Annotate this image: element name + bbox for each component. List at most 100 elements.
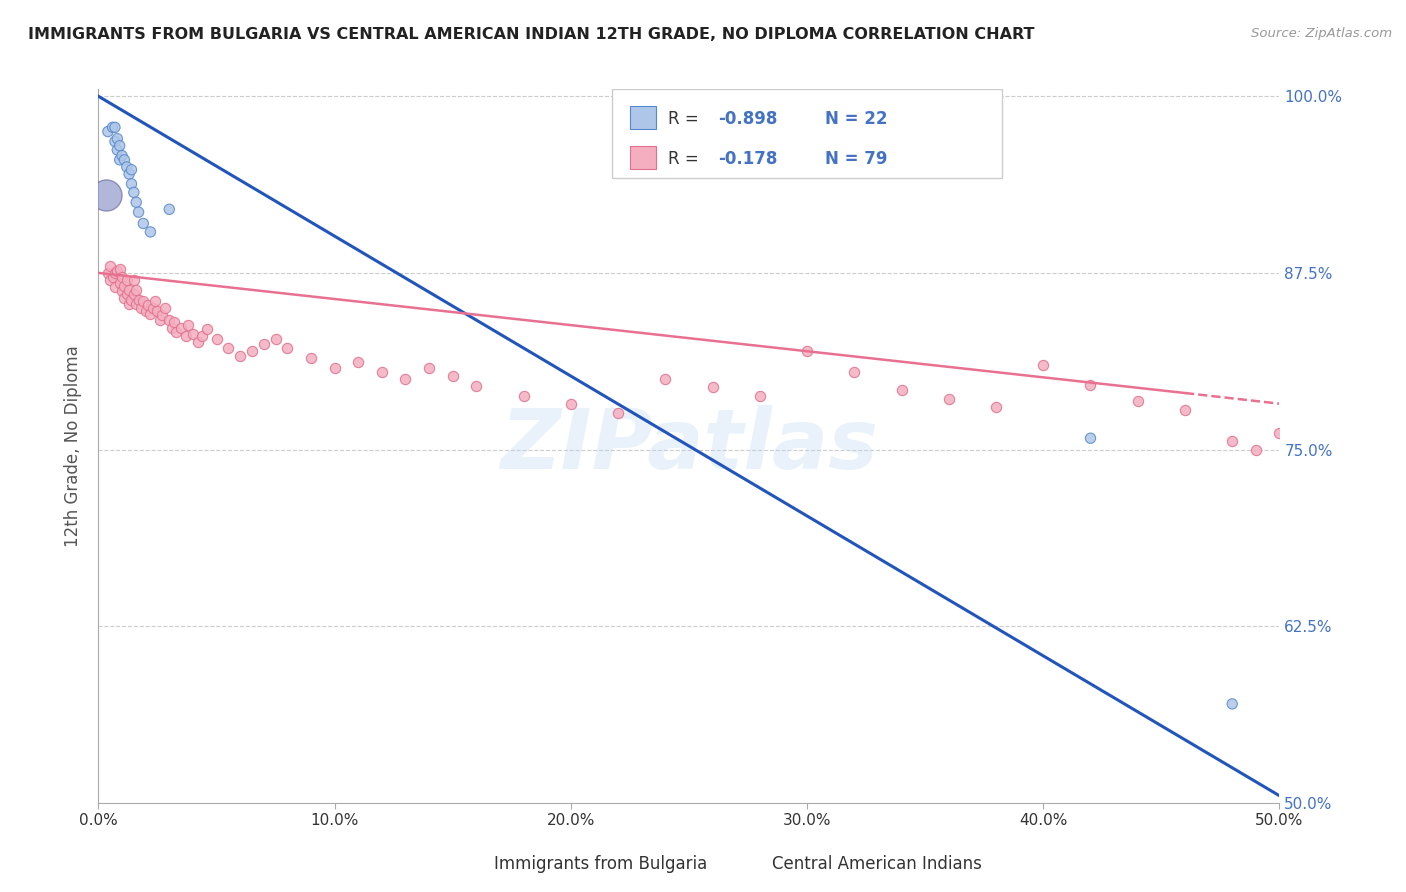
Point <box>205 332 228 346</box>
Text: IMMIGRANTS FROM BULGARIA VS CENTRAL AMERICAN INDIAN 12TH GRADE, NO DIPLOMA CORRE: IMMIGRANTS FROM BULGARIA VS CENTRAL AMER… <box>28 27 1035 42</box>
Point <box>108 276 131 290</box>
Point <box>149 312 172 326</box>
Point <box>104 120 127 135</box>
Point <box>177 318 200 333</box>
Point <box>187 335 209 350</box>
Point <box>195 322 218 336</box>
Point <box>191 329 214 343</box>
Point <box>94 188 117 202</box>
Point <box>105 131 128 145</box>
Point <box>128 205 150 219</box>
Point <box>139 225 162 239</box>
Point <box>135 304 157 318</box>
Point <box>160 321 183 335</box>
Text: R =: R = <box>668 111 703 128</box>
Point <box>136 298 159 312</box>
Point <box>115 273 138 287</box>
Text: R =: R = <box>668 150 703 168</box>
Point <box>217 341 239 355</box>
Point <box>796 343 818 358</box>
Point <box>299 351 322 365</box>
Text: -0.898: -0.898 <box>718 111 778 128</box>
Text: Central American Indians: Central American Indians <box>772 855 981 873</box>
Point <box>104 266 127 280</box>
Point <box>98 259 121 273</box>
Point <box>118 283 141 297</box>
Point <box>1080 377 1102 392</box>
Point <box>1244 442 1267 457</box>
Point <box>122 287 145 301</box>
Point <box>132 216 155 230</box>
Point <box>153 301 176 316</box>
Point <box>1292 431 1315 445</box>
Point <box>97 266 120 280</box>
Point <box>101 120 124 135</box>
Point <box>121 162 143 177</box>
Point <box>108 153 131 167</box>
Point <box>121 177 143 191</box>
Point <box>560 397 582 411</box>
FancyBboxPatch shape <box>630 145 655 169</box>
Point <box>394 372 416 386</box>
Point <box>938 392 960 406</box>
Point <box>118 297 141 311</box>
Point <box>128 293 150 307</box>
Point <box>157 202 180 217</box>
Point <box>108 138 131 153</box>
Point <box>654 372 676 386</box>
FancyBboxPatch shape <box>727 848 759 880</box>
Text: N = 79: N = 79 <box>825 150 887 168</box>
Point <box>112 153 135 167</box>
Point <box>1220 697 1243 711</box>
Point <box>702 380 724 394</box>
Text: Source: ZipAtlas.com: Source: ZipAtlas.com <box>1251 27 1392 40</box>
Point <box>112 291 135 305</box>
Point <box>890 383 912 397</box>
Point <box>276 341 298 355</box>
Point <box>98 273 121 287</box>
Point <box>118 167 141 181</box>
Point <box>323 360 346 375</box>
Point <box>253 336 276 351</box>
Point <box>125 297 148 311</box>
Point <box>165 325 187 339</box>
Point <box>163 315 186 329</box>
Point <box>143 294 166 309</box>
Point <box>1126 394 1149 409</box>
Point <box>748 389 770 403</box>
Point <box>121 293 143 307</box>
Point <box>105 143 128 157</box>
Point <box>122 186 145 200</box>
Point <box>125 195 148 210</box>
Text: N = 22: N = 22 <box>825 111 887 128</box>
Point <box>150 308 173 322</box>
Point <box>132 294 155 309</box>
Point <box>1174 403 1197 417</box>
Point <box>104 280 127 294</box>
Point <box>229 349 252 363</box>
Point <box>441 369 464 384</box>
Point <box>115 160 138 174</box>
Point <box>111 270 134 285</box>
Point <box>181 326 204 341</box>
Point <box>240 343 263 358</box>
Point <box>129 301 152 316</box>
Point <box>101 270 124 285</box>
Point <box>174 329 197 343</box>
Point <box>844 365 866 379</box>
Point <box>111 285 134 299</box>
FancyBboxPatch shape <box>630 106 655 129</box>
Point <box>264 332 287 346</box>
Text: -0.178: -0.178 <box>718 150 778 168</box>
Point <box>112 278 135 293</box>
Point <box>115 287 138 301</box>
Point <box>418 360 440 375</box>
Point <box>1080 431 1102 445</box>
Point <box>142 301 165 316</box>
Text: Immigrants from Bulgaria: Immigrants from Bulgaria <box>494 855 707 873</box>
Point <box>104 135 127 149</box>
Point <box>607 406 630 420</box>
Point <box>125 283 148 297</box>
Point <box>157 312 180 326</box>
Point <box>108 261 131 276</box>
